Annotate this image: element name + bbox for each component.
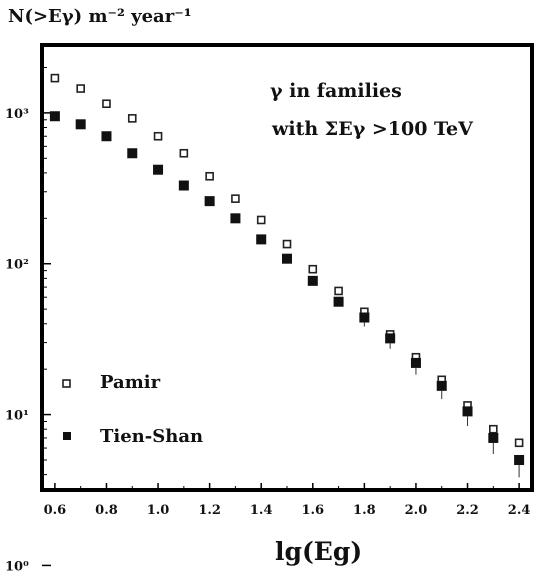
data-points bbox=[49, 73, 525, 478]
pamir-point bbox=[334, 286, 343, 296]
pamir-point bbox=[308, 264, 318, 274]
pamir-point bbox=[127, 114, 137, 123]
pamir-point bbox=[50, 73, 60, 83]
x-tick-label: 1.0 bbox=[147, 503, 170, 518]
tien-shan-point bbox=[204, 196, 215, 207]
pamir-point bbox=[179, 148, 189, 158]
y-tick-label: 10³ bbox=[5, 107, 29, 122]
annotation-line-1: γ in families bbox=[270, 80, 402, 102]
pamir-point bbox=[205, 171, 214, 181]
legend-label-tien-shan: Tien-Shan bbox=[100, 426, 203, 447]
tien-shan-point bbox=[385, 333, 396, 344]
pamir-point bbox=[514, 438, 524, 448]
pamir-point bbox=[76, 84, 85, 93]
legend-label-pamir: Pamir bbox=[100, 372, 161, 393]
x-tick-label: 0.6 bbox=[44, 503, 67, 518]
x-tick-label: 2.0 bbox=[405, 503, 428, 518]
plot-frame bbox=[40, 43, 534, 492]
pamir-point bbox=[256, 215, 266, 225]
x-tick-label: 1.2 bbox=[198, 503, 221, 518]
x-tick-label: 1.6 bbox=[301, 503, 324, 518]
tien-shan-point bbox=[127, 148, 138, 159]
tien-shan-point bbox=[462, 406, 473, 417]
legend: Pamir Tien-Shan bbox=[62, 372, 203, 447]
x-tick-label: 0.8 bbox=[95, 503, 118, 518]
legend-marker-tien-shan bbox=[63, 432, 71, 440]
y-tick-label: 10⁰ bbox=[5, 559, 29, 572]
pamir-point bbox=[231, 194, 240, 203]
x-tick-label: 2.4 bbox=[508, 503, 531, 518]
axis-ticks: 0.6 0.8 1.0 1.2 1.4 1.6 1.8 2.0 2.2 2.4 10⁰ 10¹ 10² 1… bbox=[5, 66, 531, 572]
tien-shan-point bbox=[153, 164, 164, 175]
y-axis-label: N(>Eγ) m⁻² year⁻¹ bbox=[8, 6, 192, 27]
y-tick-label: 10¹ bbox=[5, 409, 29, 424]
tien-shan-point bbox=[333, 296, 344, 307]
pamir-point bbox=[489, 424, 498, 434]
pamir-point bbox=[153, 131, 163, 141]
tien-shan-point bbox=[256, 234, 267, 245]
tien-shan-point bbox=[436, 380, 447, 391]
tien-shan-point bbox=[75, 119, 86, 130]
tien-shan-point bbox=[49, 111, 60, 122]
tien-shan-point bbox=[514, 454, 525, 465]
pamir-point bbox=[102, 99, 111, 109]
legend-marker-pamir bbox=[62, 379, 71, 388]
tien-shan-point bbox=[359, 312, 370, 323]
tien-shan-point bbox=[410, 357, 421, 368]
tien-shan-point bbox=[101, 131, 112, 142]
tien-shan-point bbox=[230, 213, 241, 224]
x-tick-label: 1.4 bbox=[250, 503, 273, 518]
pamir-point bbox=[282, 239, 292, 249]
x-tick-label: 2.2 bbox=[456, 503, 479, 518]
x-axis-label: lg(Eg) bbox=[275, 537, 362, 566]
y-tick-label: 10² bbox=[5, 258, 29, 273]
annotation-line-2: with ΣEγ >100 TeV bbox=[271, 118, 474, 140]
tien-shan-point bbox=[282, 253, 292, 264]
x-tick-label: 1.8 bbox=[353, 503, 376, 518]
tien-shan-point bbox=[488, 432, 499, 443]
tien-shan-point bbox=[307, 275, 318, 286]
tien-shan-point bbox=[178, 180, 189, 191]
